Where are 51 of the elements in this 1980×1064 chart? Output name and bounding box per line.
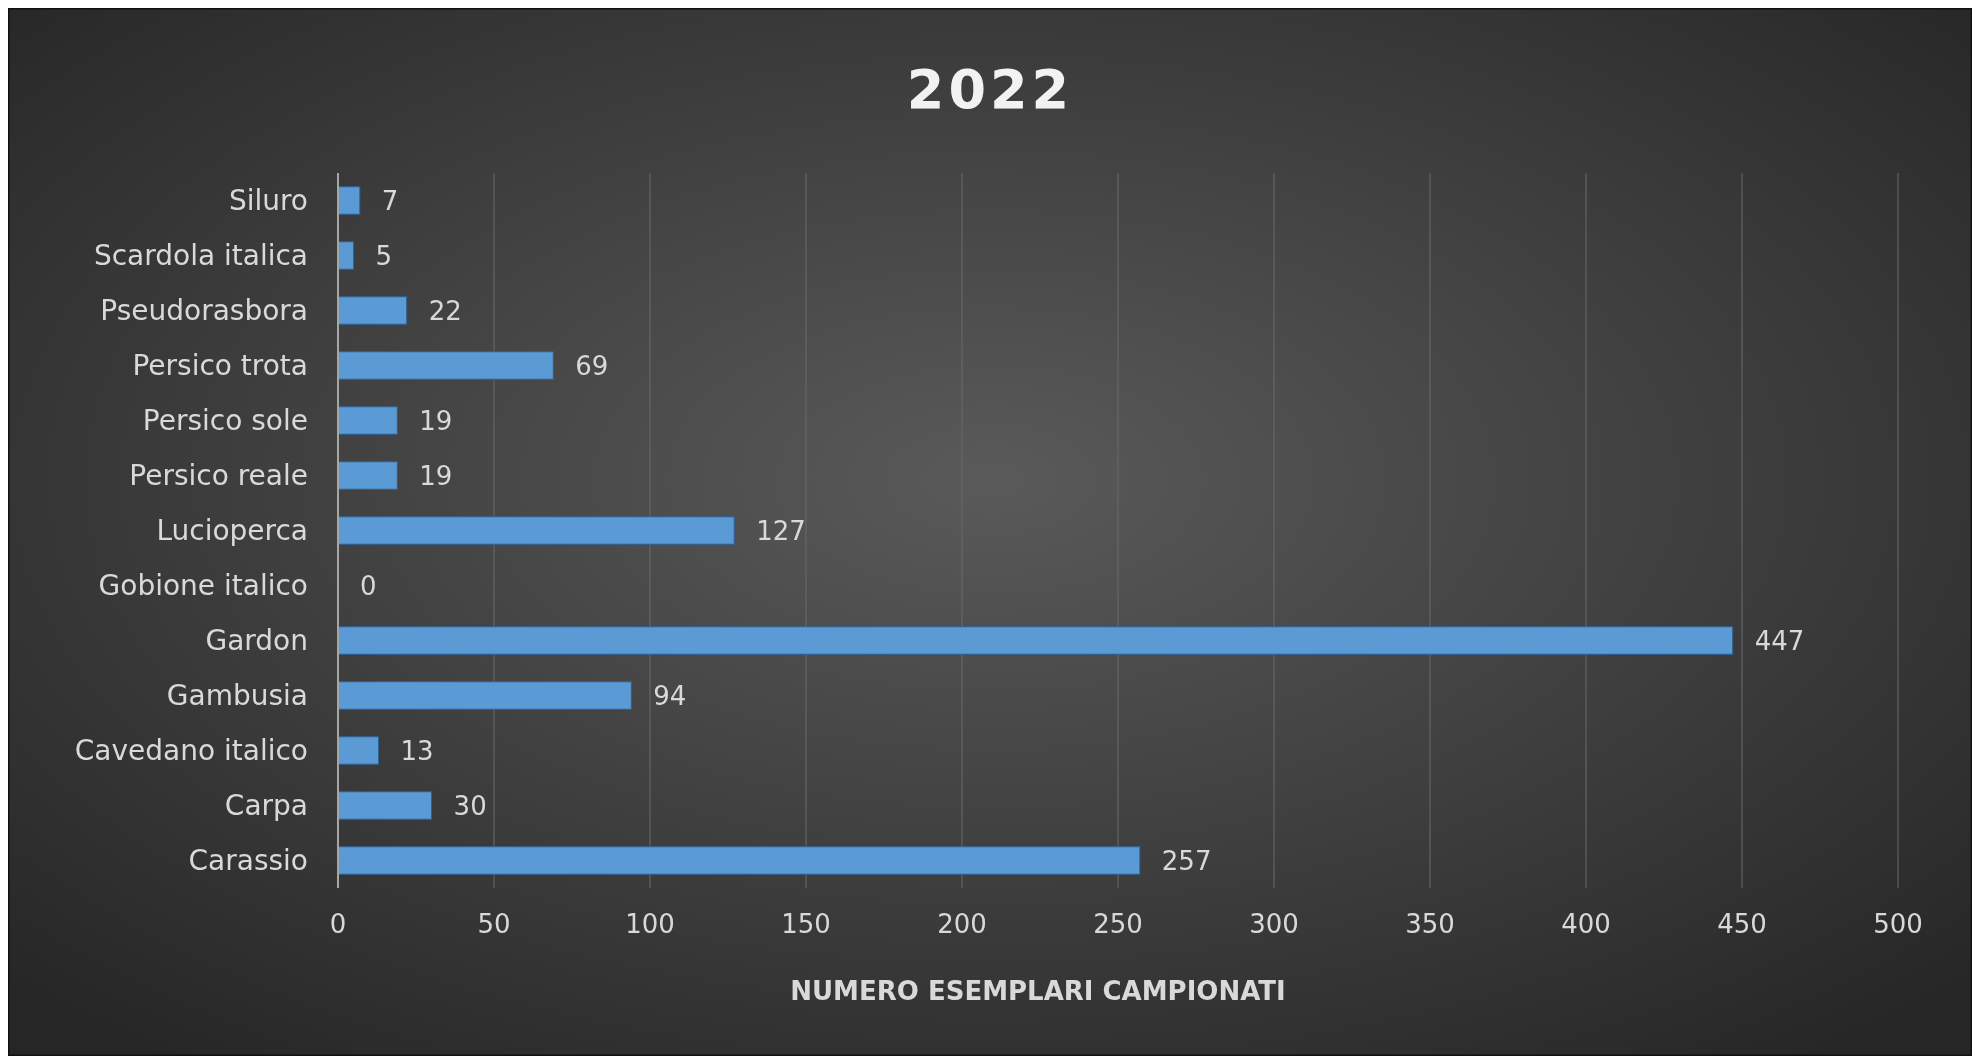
- bar: [337, 406, 398, 435]
- x-tick-label: 0: [329, 909, 347, 939]
- bar: [337, 351, 554, 380]
- bar: [337, 791, 433, 820]
- x-tick-label: 150: [781, 909, 831, 939]
- y-tick-label: Scardola italica: [93, 239, 308, 273]
- bar: [337, 681, 632, 710]
- chart-title: 2022: [906, 58, 1074, 121]
- y-tick-label: Persico trota: [132, 349, 308, 383]
- bar: [337, 736, 380, 765]
- x-tick-label: 50: [477, 909, 511, 939]
- data-label: 22: [428, 295, 462, 326]
- y-tick-label: Lucioperca: [156, 514, 308, 548]
- x-tick-label: 500: [1873, 909, 1923, 939]
- y-tick-label: Pseudorasbora: [100, 294, 308, 328]
- bar: [337, 846, 1141, 875]
- y-tick-label: Gardon: [205, 624, 308, 658]
- y-tick-label: Carpa: [224, 789, 308, 823]
- data-label: 257: [1161, 845, 1212, 876]
- data-label: 7: [381, 185, 399, 216]
- bar: [337, 296, 408, 325]
- data-label: 127: [756, 515, 806, 546]
- data-label: 0: [360, 570, 377, 601]
- data-label: 94: [653, 680, 687, 711]
- bar: [337, 241, 355, 270]
- bar: [337, 516, 735, 545]
- x-tick-label: 300: [1249, 909, 1299, 939]
- y-tick-label: Persico reale: [129, 459, 308, 493]
- x-tick-label: 250: [1093, 909, 1143, 939]
- data-label: 5: [375, 240, 393, 271]
- y-tick-label: Carassio: [188, 844, 308, 878]
- x-tick-label: 100: [625, 909, 675, 939]
- x-tick-label: 350: [1405, 909, 1455, 939]
- x-tick-label: 400: [1561, 909, 1611, 939]
- x-axis-title: NUMERO ESEMPLARI CAMPIONATI: [790, 976, 1286, 1006]
- x-tick-label: 200: [937, 909, 987, 939]
- data-label: 19: [419, 405, 453, 436]
- bar: [337, 626, 1734, 655]
- y-tick-label: Gobione italico: [98, 569, 308, 603]
- y-tick-label: Siluro: [228, 184, 308, 218]
- y-tick-label: Cavedano italico: [74, 734, 308, 768]
- data-label: 69: [575, 350, 609, 381]
- data-label: 13: [400, 735, 434, 766]
- y-tick-label: Gambusia: [166, 679, 308, 713]
- y-tick-label: Persico sole: [142, 404, 308, 438]
- data-label: 447: [1754, 625, 1805, 656]
- bar: [337, 186, 361, 215]
- data-label: 30: [453, 790, 487, 821]
- bar: [337, 461, 398, 490]
- x-tick-label: 450: [1717, 909, 1767, 939]
- data-label: 19: [419, 460, 453, 491]
